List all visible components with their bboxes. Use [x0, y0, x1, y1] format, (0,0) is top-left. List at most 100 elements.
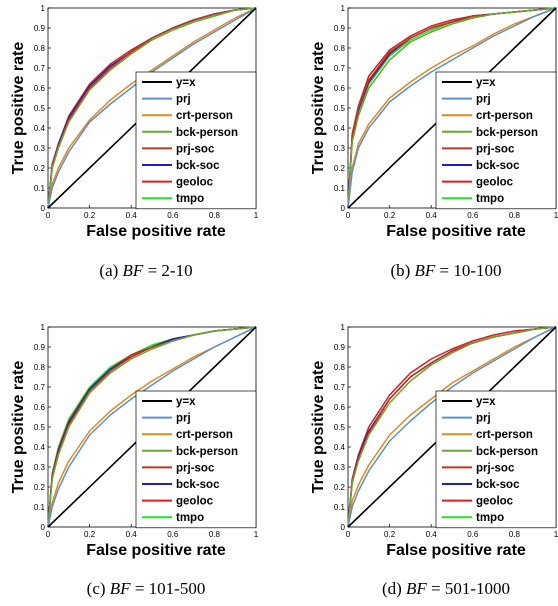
- y-tick-label: 0.2: [34, 483, 46, 492]
- x-tick-label: 0.4: [426, 211, 438, 220]
- x-axis-label: False positive rate: [86, 223, 226, 240]
- legend-label: bck-person: [476, 446, 538, 458]
- y-tick-label: 0.2: [334, 483, 346, 492]
- y-tick-label: 0.8: [34, 44, 46, 53]
- y-tick-label: 0: [41, 204, 46, 213]
- y-axis-label: True positive rate: [310, 361, 327, 494]
- legend-label: prj-soc: [476, 462, 515, 474]
- legend-label: bck-soc: [176, 479, 220, 491]
- y-tick-label: 0.7: [34, 383, 46, 392]
- legend-label: tmpo: [476, 512, 504, 524]
- roc-panel: 0 0.1 0.2 0.3 0.4 0.5 0.6 0.7 0.8 0.9 1 0 0.2 0.4 0.6 0…: [10, 4, 259, 280]
- y-tick-label: 0.1: [34, 184, 46, 193]
- y-tick-label: 0.9: [34, 24, 46, 33]
- y-tick-label: 0.4: [334, 443, 346, 452]
- series-line-bck-person: [47, 7, 257, 209]
- y-tick-label: 0.5: [334, 423, 346, 432]
- y-tick-label: 0.3: [34, 463, 46, 472]
- x-tick-label: 0.2: [384, 211, 396, 220]
- y-tick-label: 0.8: [334, 44, 346, 53]
- y-tick-label: 0.7: [34, 64, 46, 73]
- x-axis-label: False positive rate: [386, 542, 526, 559]
- y-tick-label: 0.6: [34, 84, 46, 93]
- x-tick-label: 0.6: [467, 211, 479, 220]
- x-tick-label: 0.8: [209, 530, 221, 539]
- series-line-crt-person: [347, 326, 557, 528]
- x-axis-label: False positive rate: [86, 542, 226, 559]
- y-tick-label: 1: [41, 4, 46, 13]
- subfigure-caption: (b) BF = 10-100: [390, 261, 501, 280]
- y-tick-label: 0.3: [34, 144, 46, 153]
- x-tick-label: 1: [554, 211, 558, 220]
- x-tick-label: 1: [254, 211, 259, 220]
- y-tick-label: 0.9: [334, 24, 346, 33]
- legend-label: tmpo: [476, 193, 504, 205]
- x-tick-label: 0.4: [126, 530, 138, 539]
- subfigure-caption: (d) BF = 501-1000: [382, 579, 510, 598]
- x-tick-label: 0.2: [84, 211, 96, 220]
- legend-label: prj-soc: [176, 462, 215, 474]
- y-tick-label: 0.7: [334, 64, 346, 73]
- x-tick-label: 0.6: [167, 530, 179, 539]
- y-tick-label: 0.4: [34, 124, 46, 133]
- subfigure-caption: (a) BF = 2-10: [99, 261, 192, 280]
- series-line-prj: [47, 326, 257, 528]
- legend-label: bck-person: [476, 127, 538, 139]
- legend-box: [435, 71, 557, 210]
- y-tick-label: 0.3: [334, 463, 346, 472]
- series-line-bck-person: [47, 326, 257, 528]
- legend-label: y=x: [176, 396, 196, 408]
- y-tick-label: 0.1: [334, 184, 346, 193]
- x-tick-label: 0.6: [467, 530, 479, 539]
- series-line-crt-person: [347, 7, 557, 209]
- roc-panel: 0 0.1 0.2 0.3 0.4 0.5 0.6 0.7 0.8 0.9 1 0 0.2 0.4 0.6 0…: [10, 323, 259, 598]
- y-tick-label: 0.2: [34, 164, 46, 173]
- legend-label: prj: [476, 413, 491, 425]
- y-axis-label: True positive rate: [10, 42, 27, 175]
- y-axis-label: True positive rate: [310, 42, 327, 175]
- x-tick-label: 1: [554, 530, 558, 539]
- y-tick-label: 0.1: [34, 503, 46, 512]
- legend-label: crt-person: [476, 110, 533, 122]
- legend-box: [135, 71, 257, 210]
- x-tick-label: 0.8: [209, 211, 221, 220]
- legend-label: y=x: [476, 396, 496, 408]
- y-tick-label: 1: [41, 323, 46, 332]
- y-tick-label: 0.6: [334, 84, 346, 93]
- y-tick-label: 0.8: [334, 363, 346, 372]
- series-line-crt-person: [47, 7, 257, 209]
- legend-label: geoloc: [476, 177, 514, 189]
- legend-label: tmpo: [176, 512, 204, 524]
- legend-label: prj: [476, 94, 491, 106]
- x-tick-label: 0.8: [509, 530, 521, 539]
- y-tick-label: 0.8: [34, 363, 46, 372]
- x-tick-label: 0.8: [509, 211, 521, 220]
- x-tick-label: 0.2: [84, 530, 96, 539]
- y-tick-label: 1: [341, 323, 346, 332]
- legend-label: bck-person: [176, 446, 238, 458]
- legend-label: geoloc: [476, 496, 514, 508]
- y-tick-label: 0.1: [334, 503, 346, 512]
- legend-label: y=x: [176, 77, 196, 89]
- legend-label: y=x: [476, 77, 496, 89]
- x-tick-label: 0: [346, 530, 351, 539]
- x-tick-label: 0: [46, 530, 51, 539]
- y-tick-label: 0.9: [34, 343, 46, 352]
- y-tick-label: 0: [341, 523, 346, 532]
- y-tick-label: 0.6: [334, 403, 346, 412]
- legend-box: [135, 390, 257, 529]
- series-line-bck-person: [347, 7, 557, 209]
- legend-label: bck-soc: [476, 160, 520, 172]
- legend-label: bck-soc: [176, 160, 220, 172]
- y-tick-label: 0.4: [34, 443, 46, 452]
- legend-label: tmpo: [176, 193, 204, 205]
- y-tick-label: 0: [41, 523, 46, 532]
- x-tick-label: 0.4: [426, 530, 438, 539]
- x-tick-label: 1: [254, 530, 259, 539]
- legend-label: geoloc: [176, 177, 214, 189]
- x-tick-label: 0: [346, 211, 351, 220]
- y-tick-label: 0.9: [334, 343, 346, 352]
- series-line-prj: [347, 7, 557, 209]
- y-tick-label: 0.5: [334, 104, 346, 113]
